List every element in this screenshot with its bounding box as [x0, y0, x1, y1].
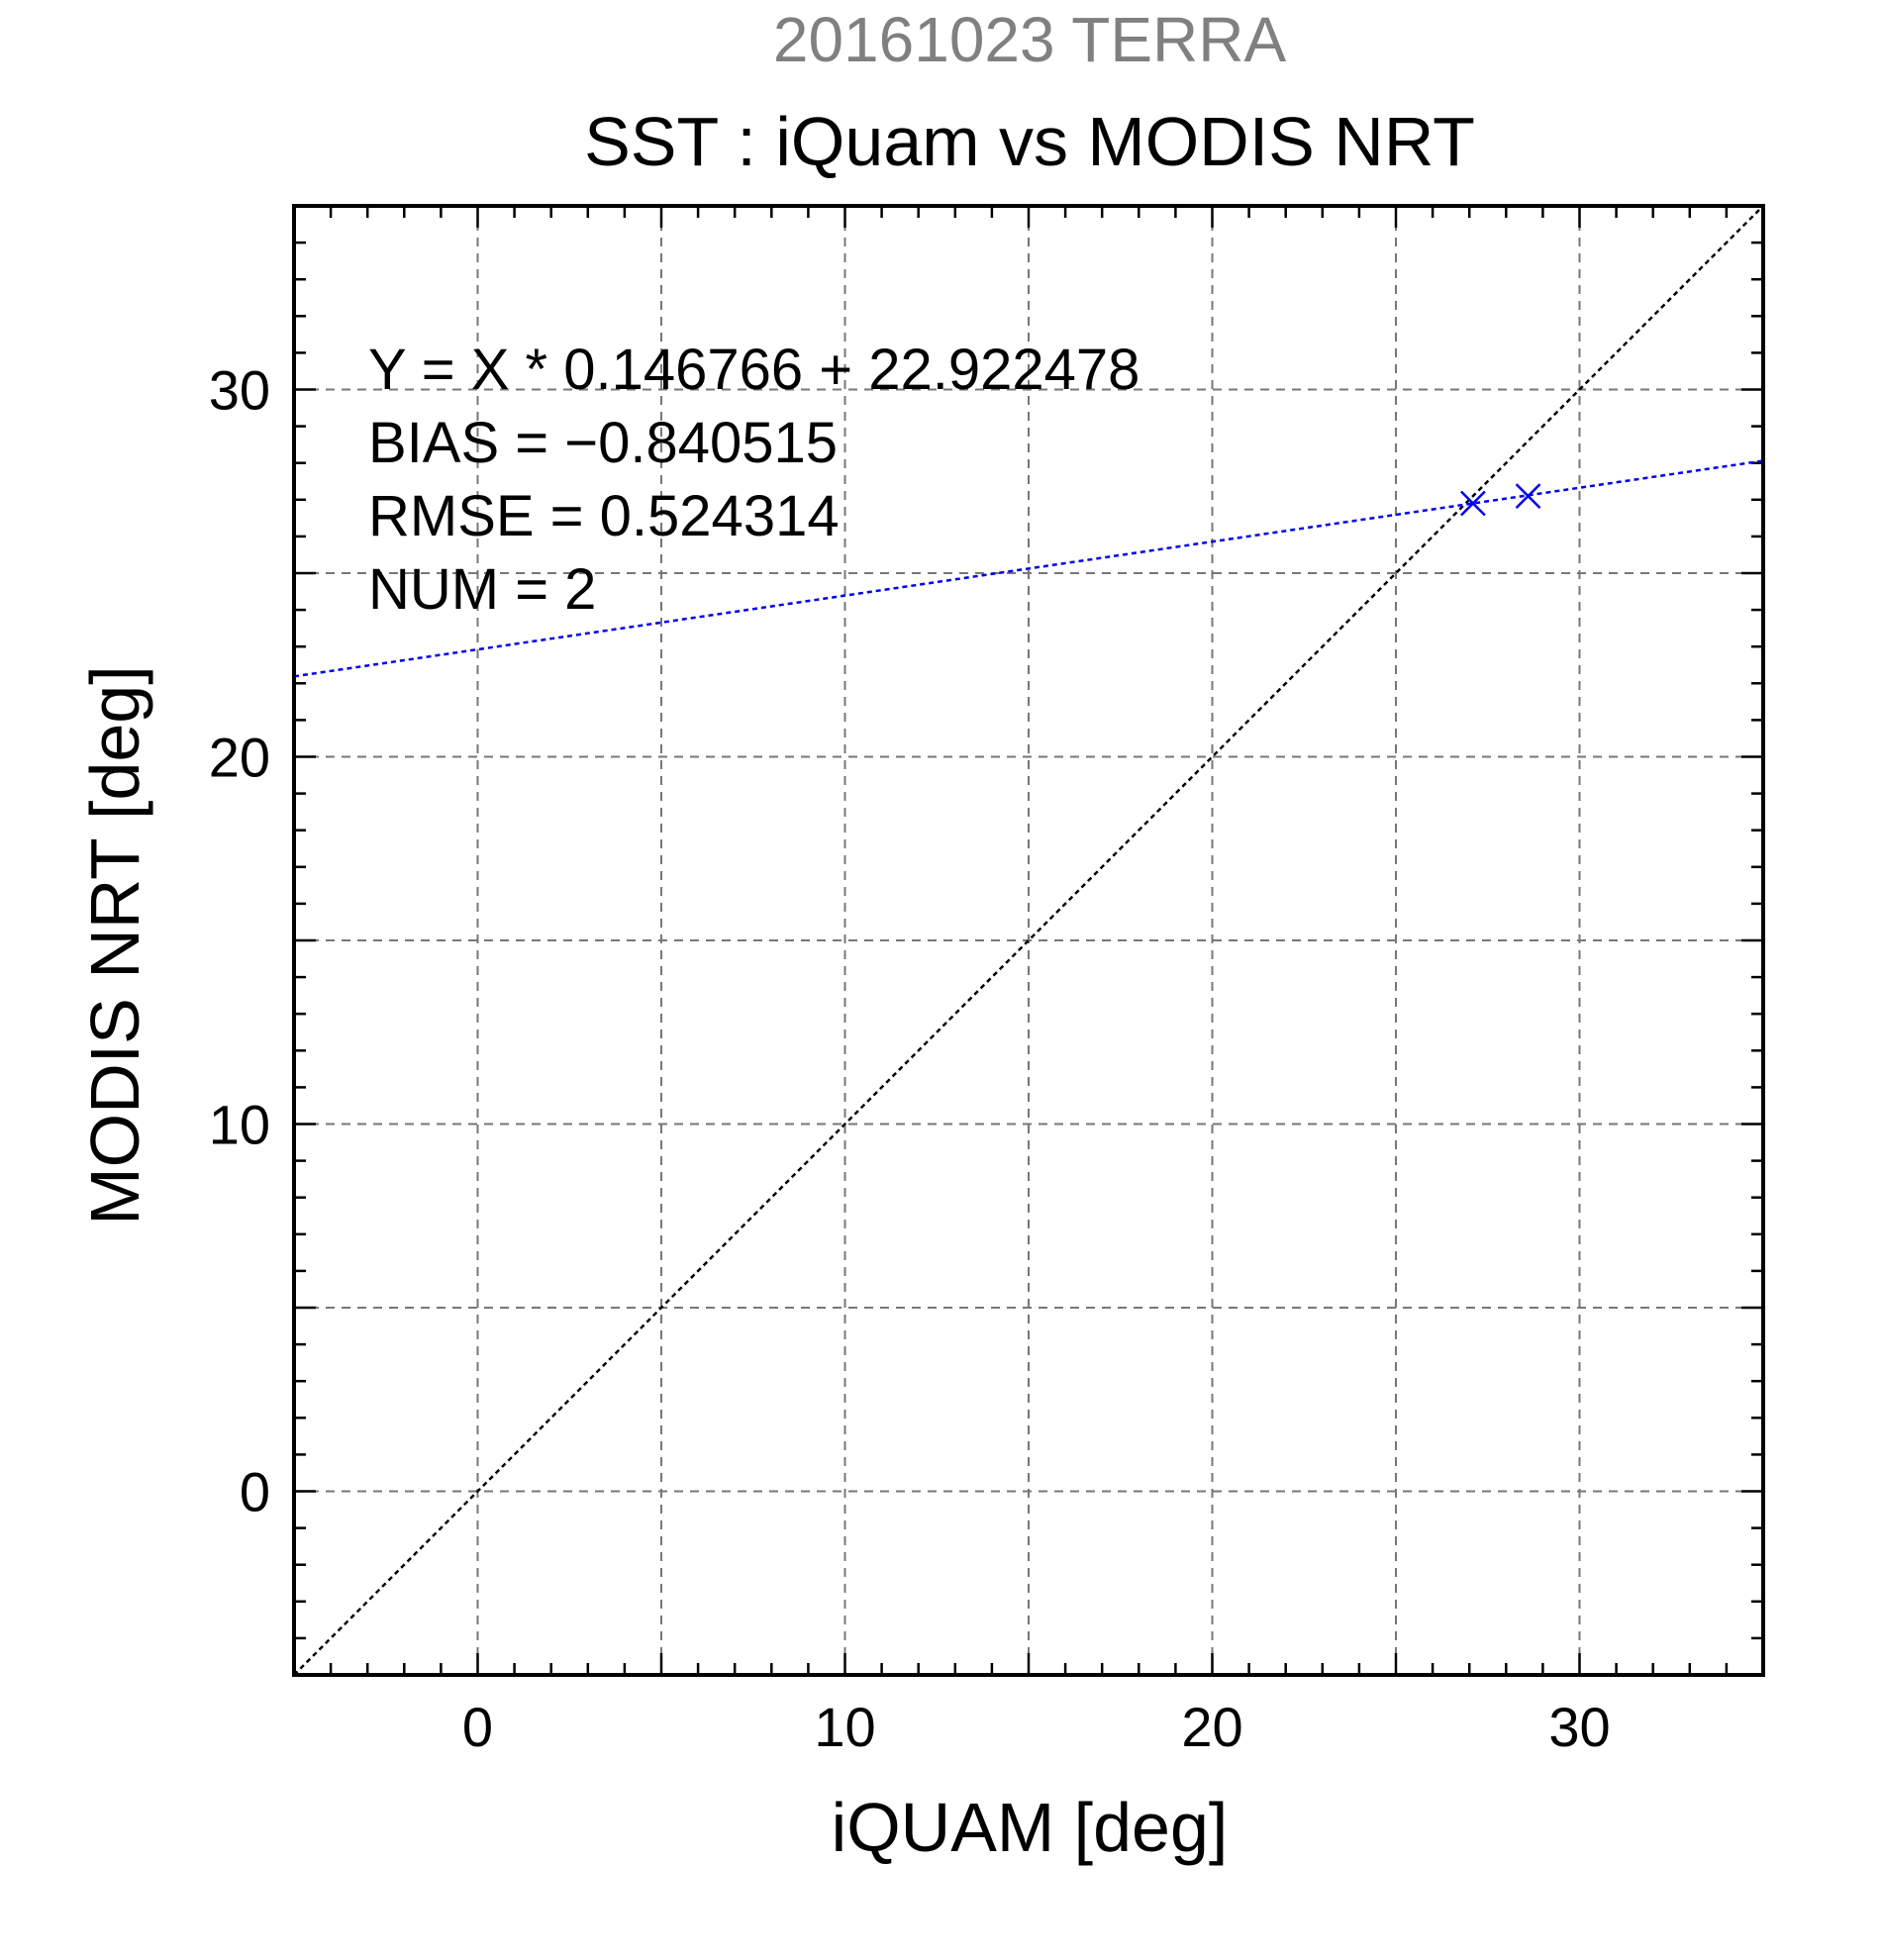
- fit-line: [293, 459, 1764, 678]
- data-point: [1460, 490, 1486, 517]
- y-tick-label: 10: [209, 1094, 270, 1156]
- x-axis-label: iQUAM [deg]: [832, 1789, 1229, 1866]
- y-tick-label: 20: [209, 727, 270, 789]
- data-point: [1515, 483, 1541, 509]
- x-tick-label: 20: [1181, 1696, 1242, 1758]
- data-point-stroke: [1515, 483, 1541, 509]
- x-tick-label: 0: [462, 1696, 493, 1758]
- stats-line-bias: BIAS = −0.840515: [368, 411, 838, 475]
- y-tick-labels: 0 10 20 30: [209, 359, 270, 1523]
- stats-line-rmse: RMSE = 0.524314: [368, 484, 840, 548]
- chart-title: SST : iQuam vs MODIS NRT: [584, 103, 1475, 180]
- grid-lines: [294, 206, 1763, 1675]
- stats-line-num: NUM = 2: [368, 557, 596, 622]
- stats-annotation: Y = X * 0.146766 + 22.922478 BIAS = −0.8…: [368, 338, 1139, 622]
- chart-subtitle: 20161023 TERRA: [773, 4, 1287, 75]
- data-point-stroke: [1460, 490, 1486, 517]
- x-tick-label: 30: [1548, 1696, 1610, 1758]
- x-tick-labels: 0 10 20 30: [462, 1696, 1611, 1758]
- y-axis-label: MODIS NRT [deg]: [76, 665, 153, 1225]
- x-tick-label: 10: [814, 1696, 875, 1758]
- identity-line: [293, 205, 1764, 1676]
- y-tick-label: 0: [240, 1461, 270, 1523]
- plot-frame: [292, 204, 1765, 1677]
- data-points: [1460, 483, 1541, 517]
- stats-line-regression: Y = X * 0.146766 + 22.922478: [368, 338, 1139, 402]
- y-tick-label: 30: [209, 359, 270, 422]
